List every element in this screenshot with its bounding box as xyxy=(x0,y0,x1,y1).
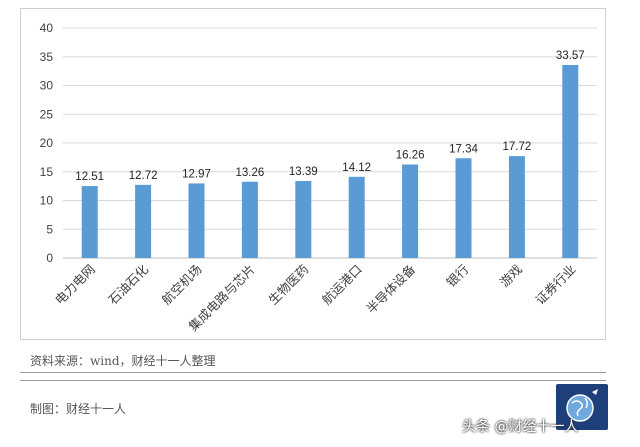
data-label: 12.97 xyxy=(182,168,211,180)
source-note: 资料来源：wind，财经十一人整理 xyxy=(30,354,216,368)
maker-note: 制图：财经十一人 xyxy=(30,402,127,416)
chart-frame: 0 5 10 15 20 25 30 35 40 12.51 电力电网 12.72 石油石化 12.97 航… xyxy=(20,8,606,340)
y-tick-label: 25 xyxy=(40,107,54,121)
divider-bottom xyxy=(20,380,606,381)
data-label: 17.72 xyxy=(503,141,532,153)
x-tick-label: 半导体设备 xyxy=(363,261,418,316)
y-tick-label: 40 xyxy=(40,21,54,35)
watermark: 头条 @财经十一人 xyxy=(462,419,579,435)
logo xyxy=(556,384,608,430)
data-label: 33.57 xyxy=(556,50,585,62)
data-label: 13.26 xyxy=(236,167,265,179)
bar xyxy=(295,181,312,258)
bar xyxy=(81,186,98,258)
bar xyxy=(508,156,525,258)
y-tick-label: 20 xyxy=(40,136,54,150)
x-tick-label: 石油石化 xyxy=(105,261,151,307)
bar xyxy=(188,183,205,258)
y-tick-label: 15 xyxy=(40,165,54,179)
bar xyxy=(402,164,419,258)
bar-chart: 0 5 10 15 20 25 30 35 40 12.51 电力电网 12.72 石油石化 12.97 航… xyxy=(40,21,597,334)
data-label: 13.39 xyxy=(289,166,318,178)
data-label: 14.12 xyxy=(342,162,371,174)
divider-top xyxy=(20,372,606,373)
bar xyxy=(241,181,258,258)
y-tick-label: 35 xyxy=(40,50,54,64)
data-label: 17.34 xyxy=(449,143,478,155)
x-tick-label: 游戏 xyxy=(497,262,525,290)
x-tick-label: 航运港口 xyxy=(319,262,365,308)
y-tick-label: 0 xyxy=(46,251,53,265)
x-tick-label: 证券行业 xyxy=(532,262,578,308)
data-label: 12.51 xyxy=(75,171,104,183)
y-tick-label: 10 xyxy=(40,194,54,208)
bar xyxy=(455,158,472,258)
bar xyxy=(562,64,579,258)
x-tick-label: 电力电网 xyxy=(52,262,98,308)
globe-icon xyxy=(566,389,598,422)
bar xyxy=(348,176,365,258)
y-tick-label: 30 xyxy=(40,79,54,93)
x-tick-label: 航空机场 xyxy=(159,262,205,308)
data-label: 12.72 xyxy=(129,170,158,182)
data-label: 16.26 xyxy=(396,150,425,162)
y-tick-label: 5 xyxy=(46,222,53,236)
bar xyxy=(135,184,152,258)
x-tick-label: 银行 xyxy=(443,262,471,290)
x-tick-label: 生物医药 xyxy=(265,262,311,308)
